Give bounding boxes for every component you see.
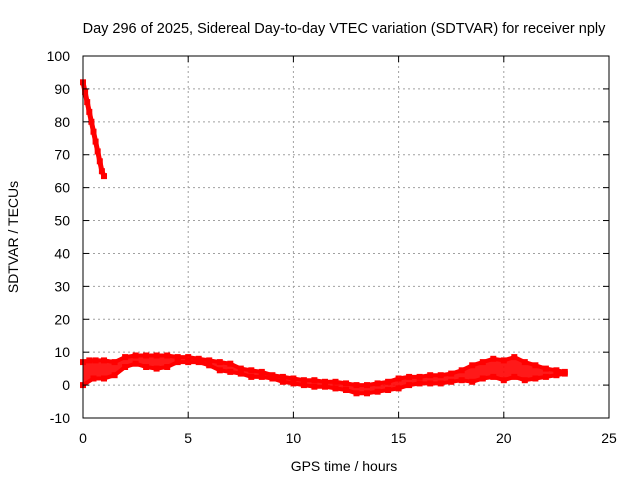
data-point	[92, 138, 99, 145]
x-tick-label: 5	[184, 430, 192, 446]
y-tick-label: 10	[54, 344, 70, 360]
y-tick-label: 20	[54, 311, 70, 327]
y-tick-label: 50	[54, 213, 70, 229]
y-tick-label: 80	[54, 114, 70, 130]
axis-ticks: 0 5 10 15 20 25 -10 0 10 20 30 40 50 60 70 80 90 100	[47, 48, 617, 446]
data-point	[82, 89, 89, 96]
data-point	[96, 158, 103, 165]
series-band-fill	[83, 355, 565, 394]
x-tick-label: 0	[79, 430, 87, 446]
y-tick-label: -10	[50, 410, 70, 426]
x-tick-label: 10	[286, 430, 302, 446]
x-tick-label: 25	[601, 430, 617, 446]
data-point	[90, 128, 97, 135]
y-tick-label: 100	[47, 48, 71, 64]
data-series	[80, 79, 568, 397]
y-axis-title: SDTVAR / TECUs	[5, 181, 21, 293]
y-tick-label: 60	[54, 180, 70, 196]
y-tick-label: 0	[62, 377, 70, 393]
chart-title: Day 296 of 2025, Sidereal Day-to-day VTE…	[83, 21, 607, 37]
y-tick-label: 90	[54, 81, 70, 97]
data-point	[88, 118, 95, 125]
data-point	[84, 99, 91, 106]
plot-area-border	[82, 55, 610, 419]
y-tick-label: 70	[54, 147, 70, 163]
data-point	[86, 108, 93, 115]
data-point	[98, 168, 105, 175]
x-tick-label: 20	[496, 430, 512, 446]
x-tick-label: 15	[391, 430, 407, 446]
data-point	[101, 173, 107, 180]
data-point	[122, 364, 129, 370]
y-tick-label: 30	[54, 278, 70, 294]
y-tick-label: 40	[54, 245, 70, 261]
x-axis-title: GPS time / hours	[291, 458, 398, 474]
data-point	[94, 148, 101, 155]
